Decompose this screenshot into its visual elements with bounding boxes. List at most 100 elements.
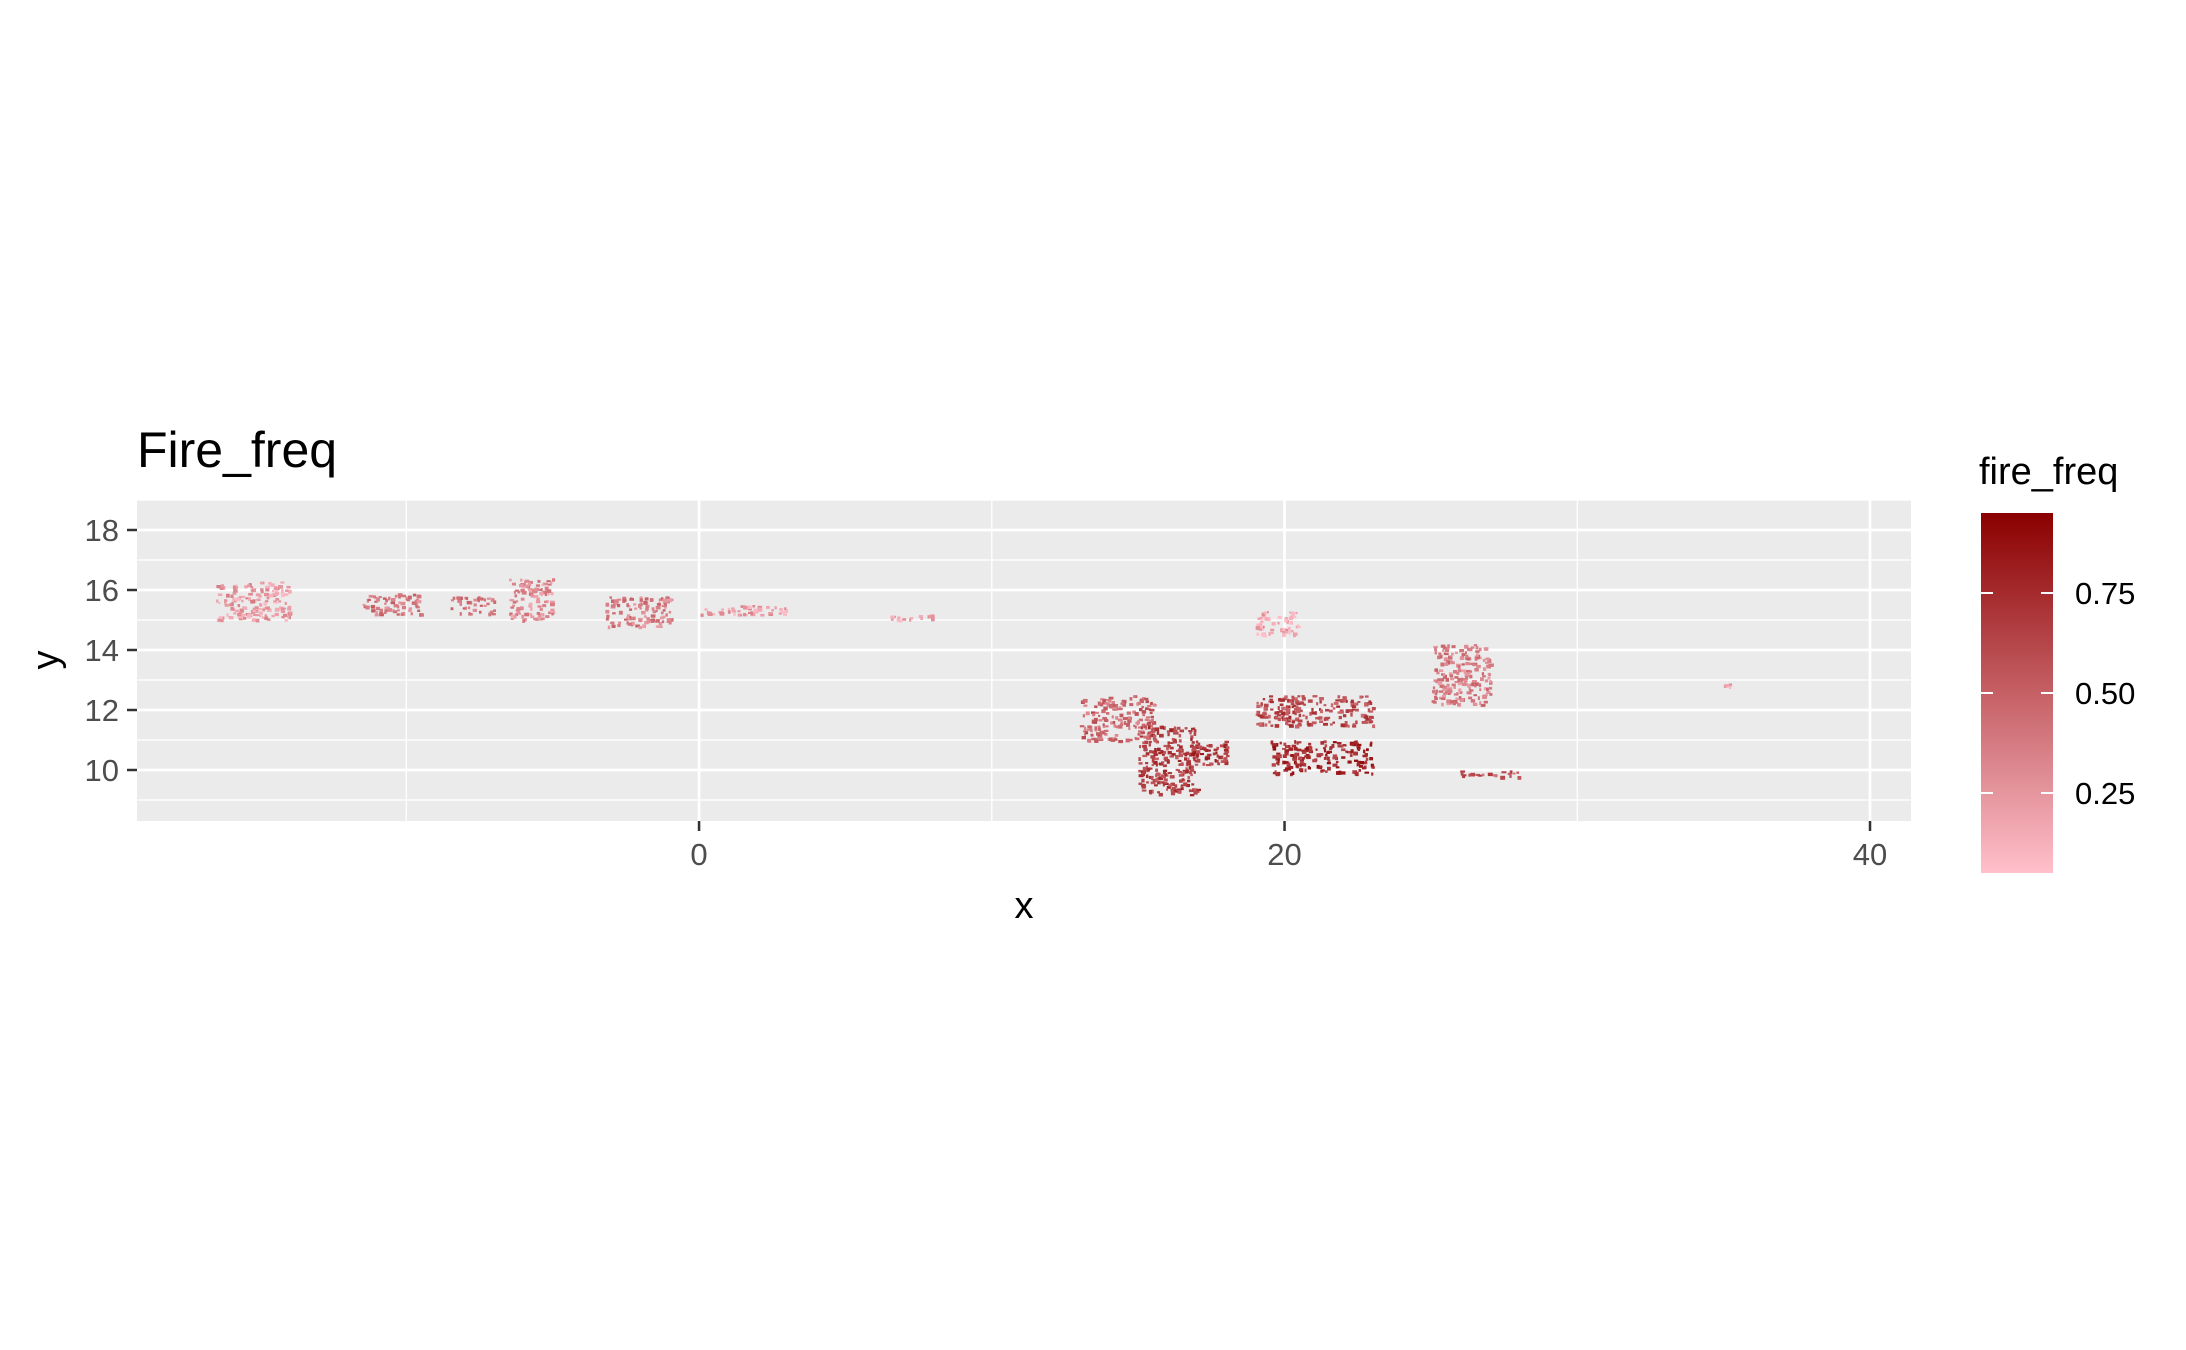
fire-cell xyxy=(255,593,261,597)
fire-cell xyxy=(1288,705,1291,709)
fire-cell xyxy=(1301,696,1306,701)
fire-cell xyxy=(1148,740,1152,744)
fire-cell xyxy=(235,584,238,588)
fire-cell xyxy=(1487,772,1493,777)
fire-cell xyxy=(1258,722,1263,726)
fire-cell xyxy=(246,584,251,588)
fire-cell xyxy=(273,593,277,597)
fire-cell xyxy=(262,608,266,612)
fire-cell xyxy=(1481,672,1484,675)
fire-cell xyxy=(1151,776,1154,780)
fire-cell xyxy=(1149,750,1153,754)
fire-cell xyxy=(513,590,516,594)
fire-cell xyxy=(1350,699,1354,703)
fire-cell xyxy=(668,610,672,614)
fire-cell xyxy=(1176,788,1182,791)
fire-cell xyxy=(541,583,545,586)
fire-cell xyxy=(412,593,417,597)
fire-cell xyxy=(281,594,285,598)
fire-cell xyxy=(1461,653,1466,657)
fire-cell xyxy=(512,604,515,607)
fire-cell xyxy=(1285,628,1289,633)
fire-cell xyxy=(521,614,524,619)
fire-cell xyxy=(419,613,424,617)
fire-cell xyxy=(1269,695,1274,698)
fire-cell xyxy=(1306,746,1309,750)
fire-cell xyxy=(1478,647,1482,652)
fire-cell xyxy=(253,613,256,616)
fire-cell xyxy=(473,598,479,602)
fire-cell xyxy=(629,616,632,619)
fire-cell xyxy=(1146,781,1149,784)
fire-cell xyxy=(1196,750,1201,754)
fire-cell xyxy=(1141,778,1145,783)
fire-cell xyxy=(1447,660,1450,665)
fire-cell xyxy=(1487,672,1491,676)
fire-cell xyxy=(416,594,422,599)
fire-cell xyxy=(241,613,245,618)
fire-cell xyxy=(1284,712,1289,716)
fire-cell xyxy=(1140,731,1146,734)
fire-cell xyxy=(1193,757,1196,761)
fire-cell xyxy=(1287,762,1291,766)
fire-cell xyxy=(1184,727,1188,730)
fire-cell xyxy=(379,608,383,613)
fire-cell xyxy=(1108,699,1112,703)
fire-cell xyxy=(1162,782,1165,787)
fire-cell xyxy=(388,608,393,612)
fire-cell xyxy=(1186,783,1190,788)
fire-cell xyxy=(268,582,272,585)
fire-cell xyxy=(289,610,292,614)
fire-cell xyxy=(1178,734,1182,738)
fire-cell xyxy=(1443,685,1448,689)
fire-cell xyxy=(1277,621,1280,625)
fire-cell xyxy=(1278,710,1283,713)
fire-cell xyxy=(1327,759,1331,762)
fire-cell xyxy=(1432,689,1436,694)
fire-cell xyxy=(1484,679,1489,683)
fire-cell xyxy=(1136,702,1139,706)
fire-cell xyxy=(748,611,753,614)
fire-cell xyxy=(768,612,773,616)
fire-cell xyxy=(270,583,275,587)
fire-cell xyxy=(542,604,547,608)
fire-cell xyxy=(539,607,543,611)
fire-cell xyxy=(535,584,540,587)
fire-cell xyxy=(1114,734,1119,737)
fire-cell xyxy=(1282,754,1287,758)
fire-cell xyxy=(1466,669,1471,673)
fire-cell xyxy=(1276,754,1282,759)
fire-cell xyxy=(274,591,280,596)
fire-cell xyxy=(920,616,923,620)
fire-cell xyxy=(1437,681,1443,685)
fire-cell xyxy=(396,613,400,616)
fire-cell xyxy=(1084,731,1089,735)
fire-cell xyxy=(1163,764,1167,768)
fire-cell xyxy=(1371,765,1375,769)
fire-cell xyxy=(1457,668,1462,673)
fire-cell xyxy=(1485,693,1488,697)
fire-cell xyxy=(1193,770,1196,774)
fire-cell xyxy=(1480,703,1486,707)
fire-cell xyxy=(379,612,384,615)
fire-cell xyxy=(1174,784,1178,788)
fire-cell xyxy=(1090,728,1093,733)
fire-cell xyxy=(477,598,480,603)
fire-cell xyxy=(1478,683,1482,688)
fire-cell xyxy=(540,588,543,592)
fire-cell xyxy=(1171,753,1176,756)
fire-cell xyxy=(1470,646,1475,649)
fire-cell xyxy=(1433,645,1438,649)
fire-cell xyxy=(493,609,496,612)
minor-grid xyxy=(137,499,1911,821)
fire-cell xyxy=(1134,736,1137,740)
fire-cell xyxy=(1297,695,1301,698)
fire-cell xyxy=(1102,717,1107,720)
fire-cell xyxy=(1129,703,1134,707)
fire-cell xyxy=(255,618,260,623)
fire-region xyxy=(1460,770,1522,780)
fire-cell xyxy=(663,602,667,607)
fire-cell xyxy=(632,616,636,621)
fire-cell xyxy=(1195,754,1200,757)
fire-cell xyxy=(1188,766,1191,770)
